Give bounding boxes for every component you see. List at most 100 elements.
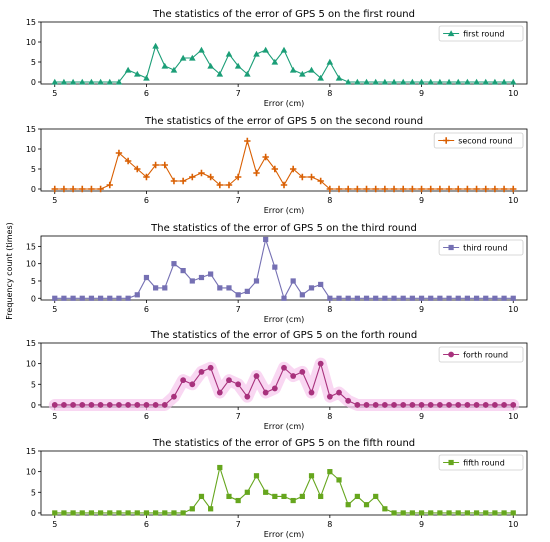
x-tick-label: 10 <box>508 412 518 421</box>
data-point <box>289 165 297 173</box>
data-point <box>483 295 489 301</box>
data-point <box>217 285 223 291</box>
x-axis-label: Error (cm) <box>264 315 304 324</box>
y-tick-label: 15 <box>26 18 36 27</box>
x-tick-label: 7 <box>236 196 241 205</box>
data-point <box>381 78 389 85</box>
y-tick-label: 0 <box>31 78 36 87</box>
data-point <box>372 402 379 408</box>
data-point <box>372 185 379 193</box>
x-tick-label: 6 <box>144 305 149 314</box>
data-point <box>510 185 517 193</box>
data-point <box>253 373 260 379</box>
data-point <box>171 393 177 400</box>
data-point <box>510 510 516 516</box>
data-point <box>152 42 159 49</box>
data-point <box>500 78 508 85</box>
legend-box <box>438 239 524 256</box>
y-tick-label: 0 <box>31 509 36 518</box>
figure-y-axis-label: Frequency count (times) <box>5 222 14 319</box>
data-point <box>464 510 470 516</box>
data-point <box>290 497 296 504</box>
data-point <box>501 402 507 408</box>
legend-box <box>433 132 524 149</box>
data-point <box>336 295 342 301</box>
data-point <box>409 295 415 301</box>
data-point <box>171 510 177 516</box>
chart-title: The statistics of the error of GPS 5 on … <box>150 330 417 341</box>
data-point <box>271 165 279 173</box>
y-tick-label: 10 <box>26 468 36 477</box>
data-point <box>244 288 250 294</box>
data-point <box>207 364 214 371</box>
chart-title: The statistics of the error of GPS 5 on … <box>150 223 417 234</box>
data-point <box>510 402 517 408</box>
data-point <box>198 493 205 500</box>
data-point <box>263 489 269 495</box>
data-point <box>180 267 186 274</box>
chart-panel: The statistics of the error of GPS 5 on … <box>26 116 528 215</box>
data-point <box>244 489 250 495</box>
y-tick-label: 5 <box>31 488 36 497</box>
data-point <box>280 181 288 189</box>
data-point <box>262 46 269 53</box>
data-point <box>336 389 342 396</box>
data-point <box>326 185 334 193</box>
data-point <box>446 510 452 516</box>
legend-box <box>438 454 524 471</box>
data-point <box>363 402 370 408</box>
data-point <box>106 78 114 85</box>
data-point <box>436 185 444 193</box>
data-point <box>198 169 205 177</box>
data-point <box>445 185 453 193</box>
data-point <box>409 78 416 85</box>
data-point <box>345 295 351 301</box>
data-point <box>69 78 77 85</box>
chart-title: The statistics of the error of GPS 5 on … <box>152 438 415 449</box>
data-point <box>400 185 407 193</box>
data-point <box>427 402 434 408</box>
legend-label: forth round <box>463 351 508 360</box>
x-tick-label: 7 <box>236 305 241 314</box>
y-tick-label: 15 <box>26 447 36 456</box>
data-point <box>161 161 168 169</box>
data-point <box>510 295 516 301</box>
data-point <box>97 78 104 85</box>
data-point <box>116 402 122 408</box>
x-axis-label: Error (cm) <box>264 422 304 431</box>
data-point <box>161 402 168 408</box>
data-point <box>134 165 141 173</box>
data-point <box>418 402 425 408</box>
data-point <box>381 185 389 193</box>
x-tick-label: 6 <box>144 412 149 421</box>
data-point <box>354 185 361 193</box>
data-point <box>97 185 104 193</box>
x-axis-label: Error (cm) <box>264 99 304 108</box>
series-line <box>54 465 514 514</box>
legend-label: first round <box>463 30 504 39</box>
x-tick-label: 6 <box>144 196 149 205</box>
data-point <box>327 469 333 475</box>
data-point <box>400 510 406 516</box>
data-point <box>189 173 196 181</box>
data-point <box>116 295 122 301</box>
data-point <box>253 50 260 57</box>
x-tick-label: 5 <box>52 412 57 421</box>
data-point <box>363 295 370 301</box>
data-point <box>299 292 305 298</box>
data-point <box>399 78 407 85</box>
y-tick-label: 10 <box>26 260 36 269</box>
data-point <box>464 402 471 408</box>
data-point <box>454 78 462 85</box>
data-point <box>418 510 425 516</box>
data-point <box>133 70 141 77</box>
data-point <box>153 510 159 516</box>
x-tick-label: 5 <box>52 305 57 314</box>
data-point <box>208 506 214 512</box>
data-point <box>436 78 444 85</box>
data-point <box>52 295 58 301</box>
data-point <box>501 510 507 516</box>
legend-marker <box>447 30 455 37</box>
data-point <box>280 46 288 53</box>
data-point <box>79 185 86 193</box>
